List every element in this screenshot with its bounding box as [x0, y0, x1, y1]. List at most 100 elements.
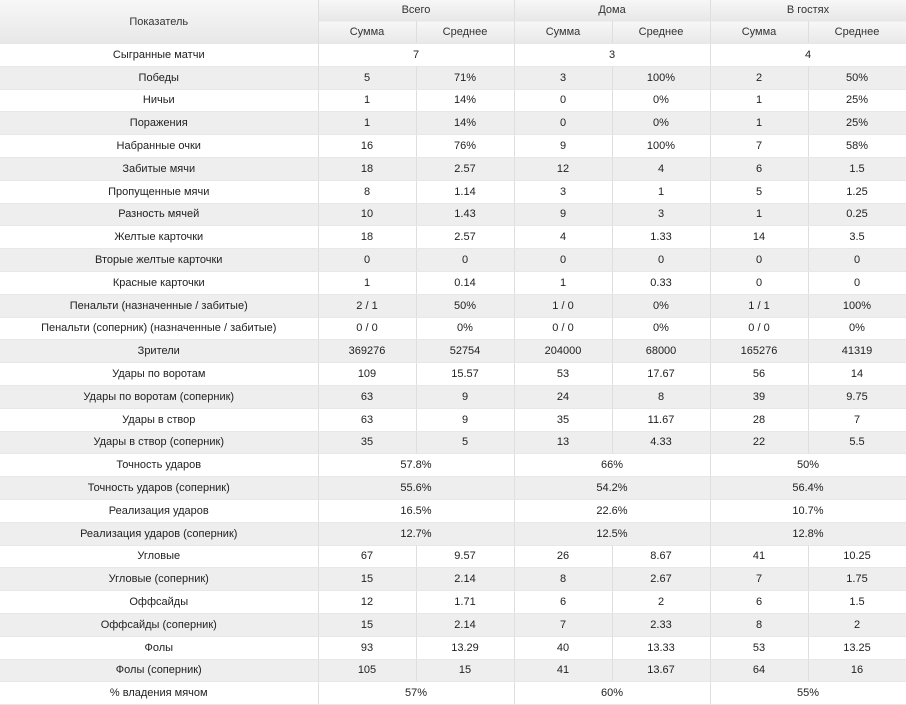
sum-cell: 12 [514, 157, 613, 181]
sum-cell: 0 [514, 89, 613, 113]
row-label: Удары в створ [0, 408, 319, 432]
avg-cell: 0 [808, 248, 906, 272]
sum-cell: 7 [710, 567, 809, 592]
table-row: Оффсайды (соперник) 15 2.14 7 2.33 8 2 [0, 613, 906, 637]
merged-cell: 54.2% [514, 476, 711, 500]
table-row: Вторые желтые карточки 0 0 0 0 0 0 [0, 248, 906, 272]
sum-cell: 9 [514, 134, 613, 158]
row-label: Оффсайды (соперник) [0, 613, 319, 637]
avg-cell: 17.67 [612, 362, 711, 386]
avg-cell: 1.75 [808, 567, 906, 592]
table-row: Победы 5 71% 3 100% 2 50% [0, 66, 906, 90]
sum-cell: 165276 [710, 339, 809, 364]
row-label: Фолы (соперник) [0, 659, 319, 683]
merged-cell: 12.5% [514, 522, 711, 546]
sum-cell: 35 [514, 408, 613, 432]
header-group-away: В гостях [710, 0, 906, 21]
sum-cell: 10 [318, 203, 417, 227]
sum-cell: 64 [710, 659, 809, 683]
avg-cell: 0 [808, 271, 906, 295]
sum-cell: 63 [318, 385, 417, 409]
sum-cell: 1 [318, 89, 417, 113]
merged-cell: 56.4% [710, 476, 906, 500]
table-row: Ничьи 1 14% 0 0% 1 25% [0, 89, 906, 113]
sum-cell: 0 [710, 248, 809, 272]
avg-cell: 1 [612, 180, 711, 204]
avg-cell: 2.14 [416, 567, 515, 592]
merged-cell: 12.8% [710, 522, 906, 546]
sum-cell: 0 [514, 111, 613, 136]
avg-cell: 0% [416, 317, 515, 341]
sum-cell: 53 [514, 362, 613, 386]
table-row: Удары по воротам 109 15.57 53 17.67 56 14 [0, 362, 906, 386]
sum-cell: 7 [514, 613, 613, 637]
sum-cell: 1 / 0 [514, 294, 613, 318]
sum-cell: 6 [514, 590, 613, 614]
avg-cell: 3 [612, 203, 711, 227]
header-group-total: Всего [318, 0, 515, 21]
sum-cell: 40 [514, 636, 613, 660]
avg-cell: 14% [416, 89, 515, 113]
sum-cell: 93 [318, 636, 417, 660]
sum-cell: 3 [514, 66, 613, 90]
table-row: Пенальти (назначенные / забитые) 2 / 1 50%… [0, 294, 906, 318]
avg-cell: 4 [612, 157, 711, 181]
row-label: Реализация ударов [0, 499, 319, 523]
avg-cell: 68000 [612, 339, 711, 364]
sum-cell: 1 [318, 111, 417, 136]
sum-cell: 8 [318, 180, 417, 204]
avg-cell: 2.57 [416, 225, 515, 250]
avg-cell: 10.25 [808, 545, 906, 569]
sum-cell: 0 / 0 [710, 317, 809, 341]
avg-cell: 0 [416, 248, 515, 272]
sum-cell: 0 [318, 248, 417, 272]
avg-cell: 2.67 [612, 567, 711, 592]
table-row: Реализация ударов (соперник) 12.7% 12.5% 12… [0, 522, 906, 546]
sum-cell: 0 / 0 [514, 317, 613, 341]
avg-cell: 71% [416, 66, 515, 90]
table-row: Удары по воротам (соперник) 63 9 24 8 39 9.75 [0, 385, 906, 409]
row-label: Разность мячей [0, 203, 319, 227]
avg-cell: 15.57 [416, 362, 515, 386]
avg-cell: 1.71 [416, 590, 515, 614]
sum-cell: 8 [710, 613, 809, 637]
avg-cell: 0% [612, 89, 711, 113]
sum-cell: 56 [710, 362, 809, 386]
table-row: Красные карточки 1 0.14 1 0.33 0 0 [0, 271, 906, 295]
header-indicator: Показатель [0, 0, 319, 44]
table-row: Точность ударов 57.8% 66% 50% [0, 453, 906, 478]
row-label: Зрители [0, 339, 319, 364]
avg-cell: 1.5 [808, 157, 906, 181]
sum-cell: 4 [514, 225, 613, 250]
avg-cell: 8 [612, 385, 711, 409]
sum-cell: 1 [318, 271, 417, 295]
sum-cell: 26 [514, 545, 613, 569]
merged-cell: 57% [318, 681, 515, 705]
header-avg: Среднее [612, 20, 711, 44]
merged-cell: 55.6% [318, 476, 515, 500]
row-label: Ничьи [0, 89, 319, 113]
sum-cell: 24 [514, 385, 613, 409]
avg-cell: 9.75 [808, 385, 906, 409]
row-label: Победы [0, 66, 319, 90]
row-label: Пенальти (соперник) (назначенные / забит… [0, 317, 319, 341]
table-row: Угловые 67 9.57 26 8.67 41 10.25 [0, 545, 906, 569]
avg-cell: 8.67 [612, 545, 711, 569]
sum-cell: 6 [710, 590, 809, 614]
table-row: Поражения 1 14% 0 0% 1 25% [0, 111, 906, 136]
row-label: Пенальти (назначенные / забитые) [0, 294, 319, 318]
sum-cell: 1 / 1 [710, 294, 809, 318]
table-row: Удары в створ (соперник) 35 5 13 4.33 22 5.5 [0, 431, 906, 455]
merged-cell: 10.7% [710, 499, 906, 523]
sum-cell: 41 [710, 545, 809, 569]
sum-cell: 2 [710, 66, 809, 90]
sum-cell: 2 / 1 [318, 294, 417, 318]
row-label: Угловые [0, 545, 319, 569]
sum-cell: 18 [318, 157, 417, 181]
avg-cell: 0% [808, 317, 906, 341]
table-row: Оффсайды 12 1.71 6 2 6 1.5 [0, 590, 906, 614]
table-row: Реализация ударов 16.5% 22.6% 10.7% [0, 499, 906, 523]
row-label: Забитые мячи [0, 157, 319, 181]
avg-cell: 16 [808, 659, 906, 683]
sum-cell: 16 [318, 134, 417, 158]
